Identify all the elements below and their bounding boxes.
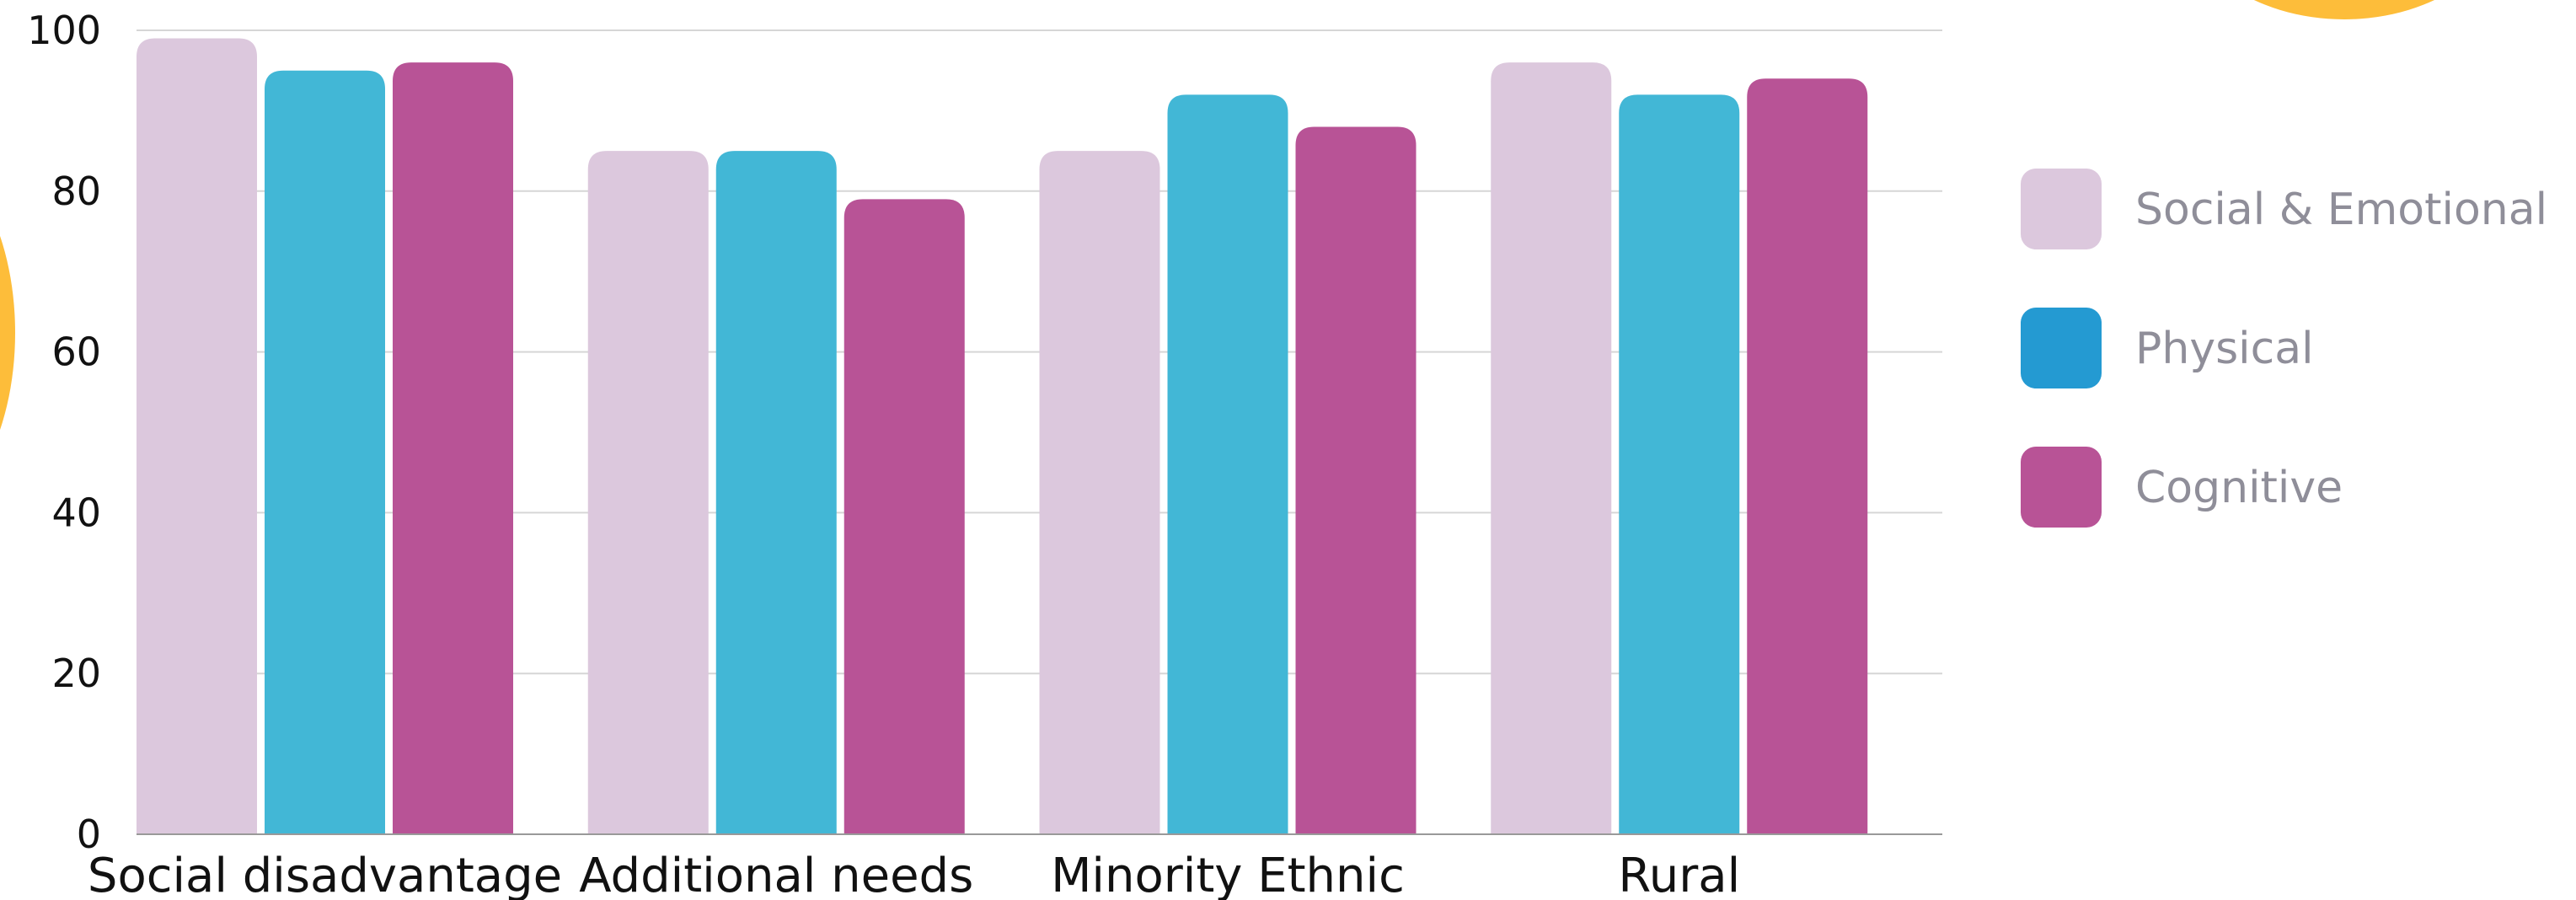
x-category-label: Social disadvantage: [88, 849, 562, 900]
legend-swatch: [2021, 447, 2102, 528]
x-axis: Social disadvantage Additional needs Minor…: [88, 833, 1942, 900]
x-category-label: Additional needs: [579, 849, 973, 900]
bar-social-emotional-2: [1039, 151, 1160, 835]
legend-label: Cognitive: [2135, 463, 2343, 513]
y-tick-label: 60: [51, 329, 101, 375]
y-tick-label: 80: [51, 169, 101, 214]
bar-social-emotional-0: [137, 38, 257, 835]
decorative-circle-left: [0, 236, 15, 430]
y-tick-label: 100: [27, 8, 101, 53]
bar-cognitive-0: [393, 62, 513, 834]
bar-physical-0: [265, 70, 385, 834]
bar-cognitive-3: [1747, 78, 1868, 835]
bar-cognitive-2: [1295, 126, 1417, 835]
y-tick-label: 0: [77, 812, 101, 857]
legend-label: Physical: [2135, 324, 2314, 374]
bar-social-emotional-3: [1491, 62, 1612, 834]
decorative-circle-top-right: [2253, 0, 2435, 19]
bar-social-emotional-1: [587, 151, 709, 835]
bar-physical-2: [1167, 94, 1288, 834]
bar-physical-3: [1619, 94, 1740, 834]
y-tick-label: 20: [51, 651, 101, 696]
x-category-label: Rural: [1618, 849, 1740, 900]
bar-cognitive-1: [843, 199, 965, 835]
bars: [137, 38, 1868, 835]
y-tick-label: 40: [51, 490, 101, 535]
bar-physical-1: [715, 151, 837, 835]
x-category-label: Minority Ethnic: [1051, 849, 1405, 900]
legend: Social & Emotional Physical Cognitive: [2021, 169, 2547, 528]
legend-swatch: [2021, 169, 2102, 249]
legend-label: Social & Emotional: [2135, 185, 2547, 235]
y-axis: 0 20 40 60 80 100: [27, 8, 101, 857]
legend-swatch: [2021, 308, 2102, 388]
decoration-layer: [0, 0, 2435, 430]
